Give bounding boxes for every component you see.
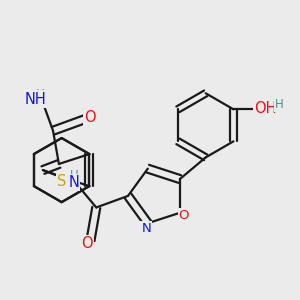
Text: H: H [69, 169, 78, 182]
Text: O: O [85, 110, 96, 125]
Text: N: N [141, 222, 151, 235]
Text: H: H [275, 98, 284, 111]
Text: NH: NH [24, 92, 46, 106]
Text: O: O [81, 236, 93, 251]
Text: OH: OH [254, 101, 276, 116]
Text: S: S [57, 173, 67, 188]
Text: H: H [35, 88, 44, 101]
Text: N: N [68, 175, 79, 190]
Text: O: O [178, 209, 189, 223]
